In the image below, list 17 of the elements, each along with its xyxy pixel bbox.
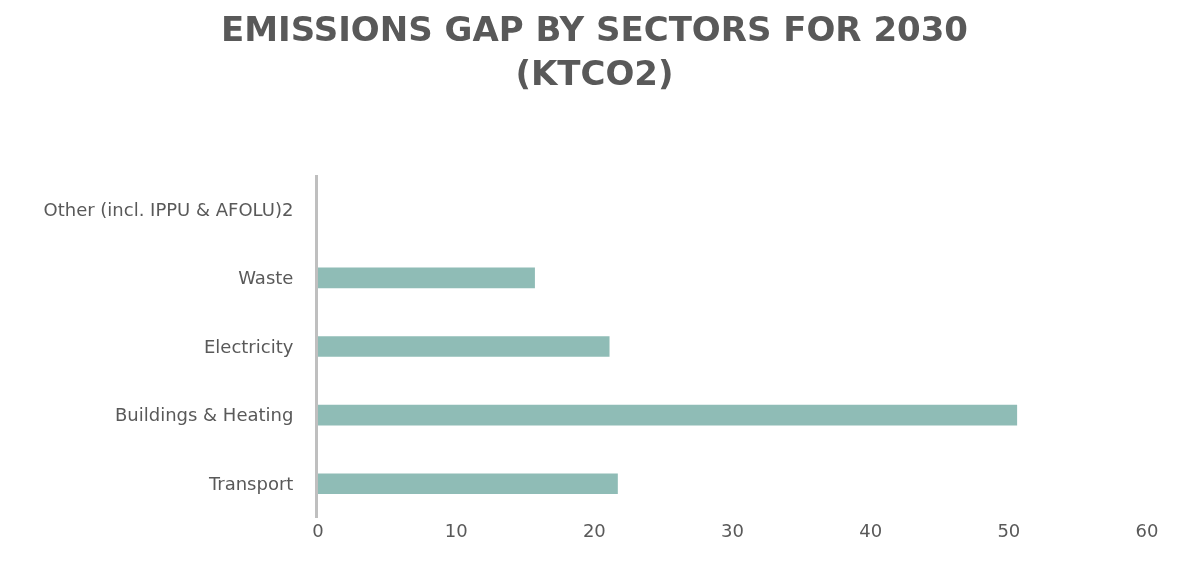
x-tick-label: 30 <box>721 520 744 541</box>
x-tick-label: 0 <box>312 520 324 541</box>
y-tick-label: Electricity <box>203 335 294 357</box>
bar <box>318 267 535 289</box>
bar <box>318 473 618 494</box>
x-tick-label: 40 <box>859 520 883 541</box>
y-tick-label: Transport <box>207 473 294 494</box>
x-tick-label: 50 <box>997 520 1021 541</box>
y-tick-label: Waste <box>238 267 294 289</box>
y-tick-label: Buildings & Heating <box>114 404 294 426</box>
x-tick-label: 20 <box>582 520 606 541</box>
y-tick-label: Other (incl. IPPU & AFOLU)2 <box>43 198 294 220</box>
bar <box>318 404 1018 426</box>
x-tick-label: 10 <box>444 520 468 541</box>
bar <box>318 336 610 357</box>
x-tick-label: 60 <box>1135 520 1159 541</box>
chart-title: EMISSIONS GAP BY SECTORS FOR 2030 (KTCO2) <box>220 8 969 93</box>
